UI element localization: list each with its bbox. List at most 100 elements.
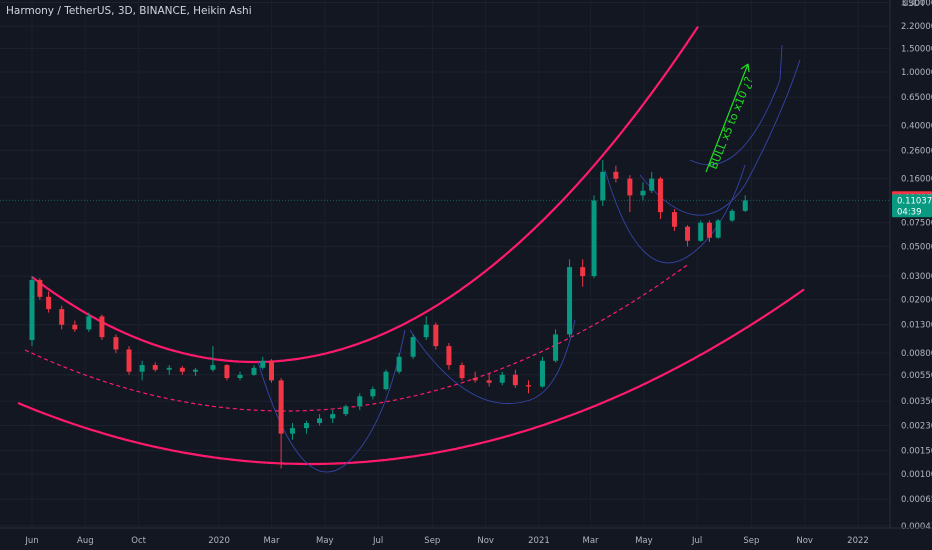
y-tick-label: 3.30000 [901, 0, 932, 9]
candle-body [423, 324, 429, 338]
candle-body [580, 267, 586, 277]
candle-body [396, 356, 402, 372]
arc-5 [689, 44, 783, 166]
price-tag-label: 0.11037 [897, 196, 932, 206]
y-tick-label: 0.00065 [901, 495, 932, 505]
candle-body [179, 367, 185, 372]
candle-body [446, 346, 452, 366]
candle-body [671, 212, 677, 227]
candle-body [486, 380, 492, 383]
x-tick-label: Jul [691, 536, 702, 546]
candle-body [600, 171, 606, 201]
x-tick-label: May [316, 536, 334, 546]
price-tag [892, 194, 932, 207]
candle-body [472, 378, 478, 381]
price-tag-label: 04:39 [897, 207, 922, 217]
candle-body [278, 380, 284, 434]
candle-body [260, 360, 266, 368]
candle-body [657, 178, 663, 213]
grid-lines [0, 2, 890, 527]
x-tick-label: Aug [77, 536, 94, 546]
candle-body [29, 280, 35, 340]
candle-body [459, 365, 465, 379]
candle-body [46, 296, 52, 310]
candle-body [649, 178, 655, 191]
candle-body [210, 365, 216, 370]
candle-body [251, 367, 257, 375]
candle-body [289, 428, 295, 434]
candle-body [512, 374, 518, 386]
candle-body [113, 337, 119, 350]
x-tick-label: Nov [796, 536, 813, 546]
x-tick-label: Mar [263, 536, 280, 546]
x-tick-label: Sep [743, 536, 759, 546]
arc-3 [604, 164, 746, 264]
candle-body [685, 226, 691, 241]
arc-2 [409, 319, 576, 405]
candle-body [706, 222, 712, 238]
candle-body [139, 365, 145, 372]
candle-body [126, 349, 132, 372]
candle-body [86, 316, 92, 330]
y-tick-label: 2.20000 [901, 22, 932, 32]
candle-body [224, 365, 230, 379]
x-tick-label: Jun [24, 536, 38, 546]
candle-body [410, 337, 416, 357]
x-tick-label: 2021 [528, 536, 550, 546]
chart-title: Harmony / TetherUS, 3D, BINANCE, Heikin … [6, 5, 252, 17]
candle-body [152, 365, 158, 370]
y-tick-label: 0.00041 [901, 522, 932, 532]
x-tick-label: Mar [583, 536, 600, 546]
x-tick-label: 2020 [208, 536, 230, 546]
x-tick-label: Sep [424, 536, 440, 546]
candle-body [742, 200, 748, 211]
candle-body [357, 396, 363, 407]
candle-body [698, 222, 704, 241]
candle-body [99, 316, 105, 338]
candle-body [268, 360, 274, 381]
candle-body [72, 324, 78, 330]
x-tick-label: Jul [372, 536, 383, 546]
candle-body [192, 369, 198, 372]
candle-body [525, 385, 531, 387]
candle-body [715, 220, 721, 238]
candle-body [613, 171, 619, 179]
candle-body [166, 367, 172, 370]
channel-lower [17, 288, 805, 466]
candle-body [383, 371, 389, 390]
price-axis-panel [890, 0, 932, 550]
x-tick-label: May [635, 536, 653, 546]
x-tick-label: Nov [477, 536, 494, 546]
candle-body [591, 200, 597, 277]
candle-body [303, 423, 309, 429]
candle-body [59, 309, 65, 325]
candle-body [237, 374, 243, 379]
candle-body [567, 267, 573, 335]
candle-body [640, 190, 646, 196]
channel-upper [31, 25, 699, 364]
price-tag [892, 205, 932, 218]
time-axis[interactable]: Jun Aug Oct 2020 Mar May Jul Sep Nov 2021 Mar May Ju… [0, 527, 932, 546]
axis-unit: USDT [902, 0, 926, 9]
annotation-arrow-line [705, 63, 749, 173]
regression-channel [17, 25, 805, 466]
candle-body [330, 414, 336, 419]
channel-middle [24, 263, 689, 412]
candle-body [729, 210, 735, 221]
candle-body [553, 334, 559, 361]
candle-body [317, 418, 323, 424]
candles [29, 160, 748, 469]
